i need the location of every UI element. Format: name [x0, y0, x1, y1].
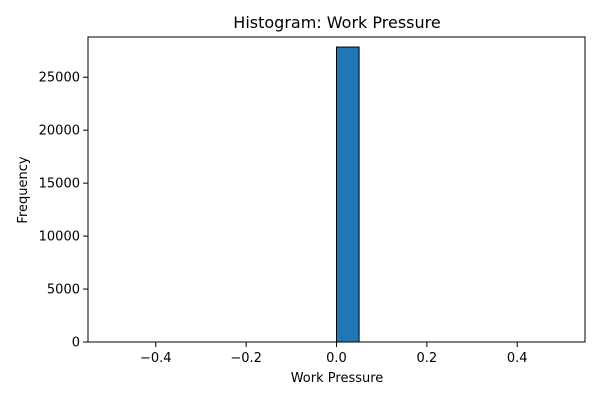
x-axis-label: Work Pressure: [291, 371, 384, 386]
y-axis-label: Frequency: [16, 156, 31, 223]
y-tick-label: 0: [72, 336, 80, 351]
y-tick-label: 10000: [39, 230, 80, 245]
x-tick-label: 0.4: [507, 351, 528, 366]
plot-frame: [87, 36, 586, 343]
y-tick-label: 20000: [39, 124, 80, 139]
x-axis-ticks: −0.4 −0.2 0.0 0.2 0.4: [140, 342, 528, 366]
y-tick-label: 25000: [39, 71, 80, 86]
x-tick-label: 0.0: [326, 351, 347, 366]
histogram-bar: [336, 46, 360, 343]
x-tick-label: 0.2: [417, 351, 438, 366]
x-tick-label: −0.2: [230, 351, 262, 366]
y-axis-ticks: 0 5000 10000 15000 20000 25000: [39, 71, 88, 351]
y-tick-label: 5000: [47, 283, 80, 298]
y-tick-label: 15000: [39, 177, 80, 192]
histogram-bars: [336, 46, 360, 343]
chart-title: Histogram: Work Pressure: [233, 13, 440, 32]
x-tick-label: −0.4: [140, 351, 172, 366]
